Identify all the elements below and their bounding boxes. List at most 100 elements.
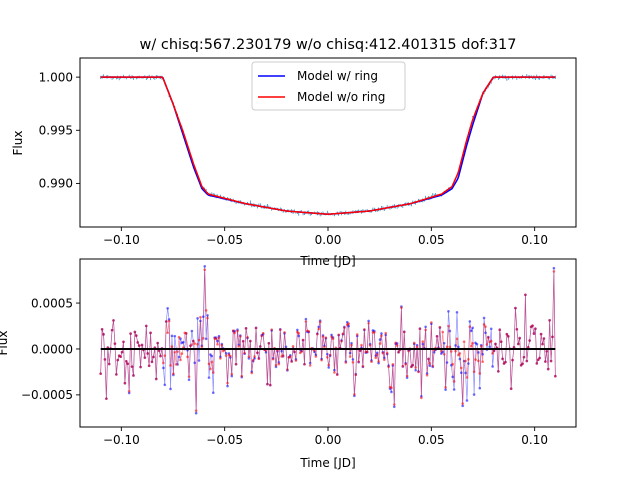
residual-without-ring-point	[217, 336, 221, 339]
residual-without-ring-point	[505, 332, 509, 336]
residual-with-ring-point	[163, 383, 167, 387]
residual-with-ring-point	[475, 342, 479, 346]
residual-without-ring-point	[162, 361, 165, 365]
residual-without-ring-point	[467, 358, 470, 361]
bottom-x-tick-label: −0.10	[103, 433, 140, 447]
bottom-x-axis: −0.10 −0.05 0.00 0.05 0.10	[103, 427, 548, 447]
residual-without-ring-point	[243, 351, 246, 355]
residual-with-ring-point	[296, 328, 299, 332]
residual-without-ring-point	[105, 397, 108, 400]
residual-without-ring-point	[214, 337, 218, 341]
residual-with-ring-point	[444, 388, 447, 391]
bottom-plot-area	[99, 265, 557, 415]
residual-with-ring-point	[187, 378, 191, 382]
residual-without-ring-point	[377, 360, 380, 363]
residual-without-ring-point	[149, 331, 152, 335]
residual-without-ring-point	[392, 403, 396, 406]
residual-without-ring-point	[115, 373, 118, 376]
residual-without-ring-point	[382, 358, 386, 362]
residual-without-ring-point	[221, 349, 225, 353]
residual-with-ring-point	[484, 331, 487, 335]
residual-without-ring-point	[531, 324, 534, 327]
residual-with-ring-point	[162, 366, 165, 370]
residual-with-ring-point	[464, 371, 467, 375]
residual-with-ring-point	[351, 358, 355, 361]
residual-without-ring-point	[125, 359, 128, 363]
residual-without-ring-point	[360, 343, 363, 347]
top-y-tick-label: 1.000	[39, 70, 73, 84]
residual-without-ring-point	[172, 372, 175, 375]
residual-without-ring-point	[209, 367, 212, 371]
residual-without-ring-point	[401, 364, 405, 368]
residual-without-ring-point	[477, 359, 480, 363]
residual-with-ring-point	[203, 265, 207, 268]
residual-without-ring-point	[123, 381, 127, 385]
residual-without-ring-point	[449, 350, 453, 353]
residual-without-ring-point	[159, 354, 162, 358]
residual-without-ring-point	[415, 345, 419, 349]
residual-without-ring-point	[229, 354, 232, 358]
residual-without-ring-point	[154, 377, 158, 381]
residual-without-ring-point	[112, 319, 115, 322]
residual-without-ring-point	[190, 343, 194, 346]
residual-without-ring-point	[358, 349, 362, 353]
residual-without-ring-point	[515, 327, 519, 331]
residual-without-ring-point	[278, 328, 282, 331]
residual-without-ring-point	[220, 343, 224, 347]
residual-with-ring-point	[166, 307, 169, 310]
residual-without-ring-point	[170, 345, 174, 348]
bottom-y-axis-label: Flux	[0, 331, 10, 356]
residual-without-ring-point	[421, 340, 425, 343]
residual-without-ring-point	[230, 372, 234, 376]
residual-without-ring-point	[207, 362, 211, 366]
residual-without-ring-point	[447, 324, 450, 328]
residual-without-ring-point	[335, 373, 339, 376]
residual-with-ring-point	[469, 329, 473, 333]
residual-without-ring-point	[391, 363, 395, 366]
residual-without-ring-point	[504, 360, 507, 364]
residual-without-ring-point	[107, 362, 111, 366]
residual-without-ring-point	[482, 323, 486, 326]
residual-without-ring-point	[506, 335, 510, 338]
residual-with-ring-point	[304, 317, 308, 321]
bottom-x-tick-label: 0.00	[315, 433, 342, 447]
residual-with-ring-point	[367, 319, 370, 323]
top-x-axis: −0.10 −0.05 0.00 0.05 0.10	[103, 227, 548, 247]
residual-with-ring-point	[461, 404, 464, 408]
residual-without-ring-point	[330, 335, 333, 339]
residual-with-ring-point	[481, 352, 484, 356]
residual-without-ring-point	[318, 320, 322, 324]
residual-with-ring-point	[477, 351, 480, 354]
residual-without-ring-point	[244, 327, 248, 330]
residual-without-ring-point	[484, 325, 487, 328]
residual-without-ring-point	[184, 332, 188, 335]
residual-with-ring-point	[206, 314, 209, 317]
residual-without-ring-point	[241, 339, 245, 343]
residual-without-ring-point	[474, 358, 477, 361]
residual-without-ring-point	[410, 365, 413, 369]
residual-without-ring-point	[469, 344, 473, 348]
residual-without-ring-point	[499, 340, 503, 343]
residual-with-ring-point	[428, 364, 432, 368]
residual-without-ring-point	[258, 345, 262, 348]
residual-without-ring-point	[143, 356, 147, 359]
residual-without-ring-point	[451, 362, 455, 366]
residual-without-ring-point	[430, 321, 433, 324]
residual-without-ring-point	[140, 343, 144, 347]
top-y-axis: 0.990 0.995 1.000	[39, 70, 80, 191]
residual-with-ring-point	[457, 345, 460, 349]
residual-without-ring-point	[489, 339, 493, 343]
top-x-tick-label: 0.05	[418, 233, 445, 247]
residual-without-ring-point	[99, 372, 102, 375]
residual-without-ring-point	[177, 335, 181, 339]
residual-without-ring-point	[194, 409, 198, 412]
residual-with-ring-point	[211, 391, 215, 394]
residual-without-ring-point	[328, 353, 332, 357]
residual-with-ring-point	[380, 332, 383, 335]
residual-with-ring-point	[448, 329, 452, 333]
top-y-tick-label: 0.990	[39, 177, 73, 191]
residual-with-ring-point	[421, 342, 425, 346]
bottom-x-axis-label: Time [JD]	[299, 456, 355, 470]
residual-without-ring-point	[201, 337, 205, 340]
residual-with-ring-point	[199, 319, 202, 323]
